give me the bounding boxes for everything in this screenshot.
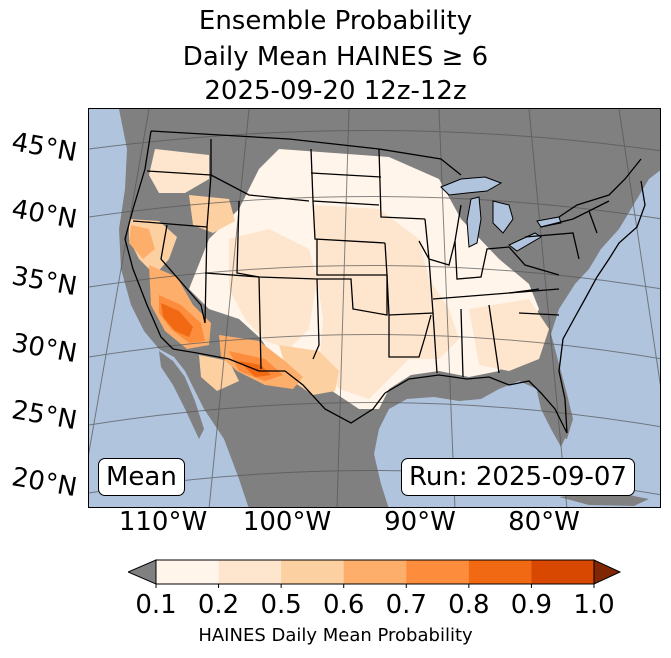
colorbar-tick-label: 0.9	[510, 590, 553, 620]
colorbar-tick-label: 0.5	[260, 590, 302, 620]
border-ne	[312, 200, 386, 244]
border-mn-ia	[378, 148, 426, 220]
meridian-120w	[89, 109, 150, 455]
colorbar-tick-label: 0.7	[385, 590, 427, 620]
colorbar-bins	[155, 559, 595, 585]
border-ks	[316, 239, 387, 276]
mexico-border	[172, 348, 386, 424]
meridian-110w	[208, 109, 250, 507]
colorbar-tick-label: 0.1	[135, 590, 177, 620]
east-coast	[558, 180, 646, 434]
colorbar-label: HAINES Daily Mean Probability	[198, 625, 473, 646]
title-line-2: Daily Mean HAINES ≥ 6	[182, 42, 489, 72]
colorbar-tick-label: 0.8	[448, 590, 490, 620]
meridian-90w	[438, 109, 456, 507]
lake-michigan	[466, 196, 482, 248]
border-carolinas	[508, 288, 560, 316]
colorbar-tick-label: 1.0	[573, 590, 615, 620]
state-borders	[124, 130, 646, 434]
border-id-mt-wy	[210, 174, 310, 202]
probability-region	[149, 149, 209, 193]
colorbar-over-arrow	[593, 559, 622, 585]
colorbar-ticks	[155, 584, 595, 588]
colorbar-bin	[531, 560, 595, 584]
stat-label-box: Mean	[98, 458, 185, 496]
lat-label-35n: 35°N	[9, 261, 80, 303]
lat-label-40n: 40°N	[9, 194, 80, 236]
lon-label-80w: 80°W	[508, 507, 580, 537]
colorbar-tick-label: 0.2	[197, 590, 240, 620]
lake-huron	[492, 200, 514, 234]
canada-border-east	[558, 158, 642, 218]
map-panel[interactable]	[88, 108, 661, 508]
probability-shading	[129, 149, 549, 409]
title-line-3: 2025-09-20 12z-12z	[204, 76, 467, 106]
parallel-40n	[89, 195, 660, 220]
great-lakes	[440, 176, 562, 252]
colorbar-bin	[156, 560, 220, 584]
meridian-80w	[528, 109, 568, 507]
meridian-70w	[618, 109, 660, 386]
colorbar-bin	[218, 560, 282, 584]
border-ny-ne	[540, 200, 610, 234]
probability-region	[129, 225, 155, 259]
run-date-box: Run: 2025-09-07	[401, 458, 635, 496]
lat-label-25n: 25°N	[9, 395, 80, 437]
border-va-wv-pa	[508, 232, 580, 276]
colorbar-bin	[281, 560, 345, 584]
probability-region	[469, 299, 549, 371]
lon-label-110w: 110°W	[118, 507, 208, 537]
border-in-oh	[454, 240, 510, 280]
gulf-coast	[384, 374, 568, 434]
colorbar-tick-label: 0.6	[323, 590, 365, 620]
border-az-nm	[258, 276, 262, 370]
border-ok	[317, 275, 388, 316]
lon-label-90w: 90°W	[384, 507, 456, 537]
border-or-ca-nv	[132, 220, 208, 228]
border-wa-or	[146, 170, 212, 176]
lake-superior	[440, 176, 503, 196]
parallel-35n	[89, 264, 660, 290]
probability-region	[279, 345, 339, 395]
border-nm-tx	[312, 278, 320, 360]
baja-peninsula	[159, 351, 204, 439]
colorbar-under-arrow	[128, 559, 157, 585]
border-ca-nv	[160, 224, 206, 324]
lake-ontario	[536, 216, 562, 228]
border-wi-il	[424, 204, 462, 266]
border-mo	[384, 240, 434, 316]
colorbar-bin	[406, 560, 470, 584]
title-line-1: Ensemble Probability	[198, 6, 473, 36]
border-ut-co	[236, 200, 318, 280]
colorbar-bin	[468, 560, 532, 584]
colorbar-bin	[343, 560, 407, 584]
border-ms-al-ga	[432, 304, 500, 378]
west-coast	[124, 130, 174, 350]
probability-region	[313, 205, 459, 399]
border-nv-ut	[204, 226, 208, 324]
parallel-45n	[89, 129, 660, 152]
probability-region	[229, 229, 317, 349]
lat-label-45n: 45°N	[9, 127, 80, 169]
border-nd-sd	[310, 172, 382, 178]
map-canvas	[89, 109, 660, 507]
border-ar-la	[388, 314, 432, 358]
lat-label-20n: 20°N	[9, 462, 80, 504]
lat-label-30n: 30°N	[9, 328, 80, 370]
probability-region	[161, 303, 193, 337]
lon-label-100w: 100°W	[242, 507, 332, 537]
colorbar	[128, 559, 622, 588]
border-ut-az	[204, 272, 260, 278]
